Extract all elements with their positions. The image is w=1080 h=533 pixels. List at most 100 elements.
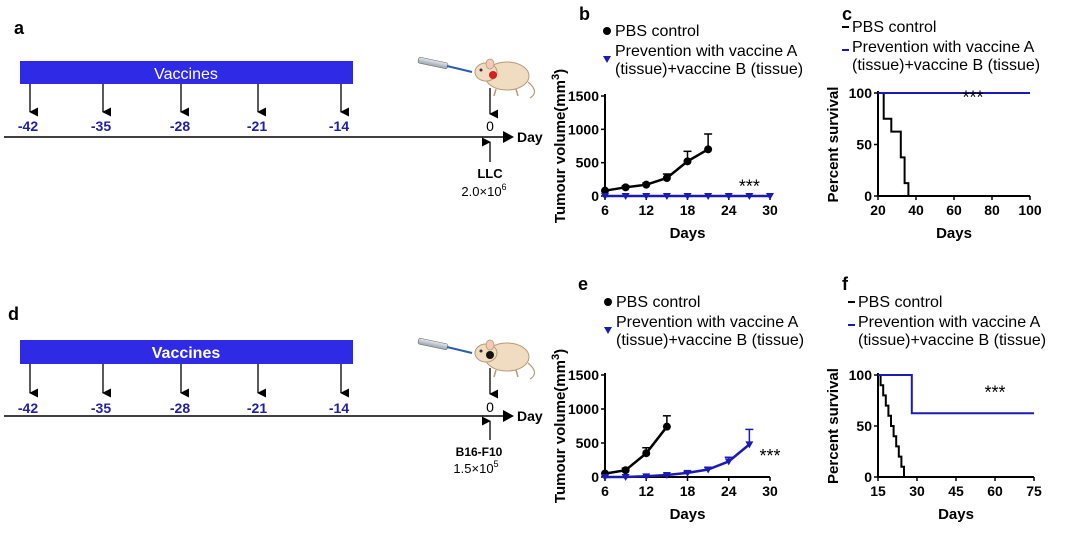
legend-label: (tissue)+vaccine B (tissue) — [852, 57, 1040, 74]
y-tick-label: 0 — [864, 469, 872, 485]
syringe-icon — [417, 57, 449, 69]
x-tick-label: 45 — [948, 483, 964, 499]
data-point-treated — [704, 466, 713, 474]
data-point-treated — [745, 193, 754, 200]
x-tick-label: 60 — [946, 202, 962, 218]
day-label: -14 — [329, 400, 349, 416]
y-tick-label: 500 — [576, 435, 600, 451]
legend-label: (tissue)+vaccine B (tissue) — [616, 332, 804, 349]
y-tick-label: 0 — [591, 469, 599, 485]
x-tick-label: 6 — [601, 483, 609, 499]
legend-label: Prevention with vaccine A — [616, 314, 799, 331]
chart-e-tumour-volume-b16: e PBS control Prevention with vaccine A(ti… — [550, 274, 804, 523]
data-point-treated — [704, 193, 713, 200]
tumour-spot — [489, 71, 497, 79]
x-tick-label: 18 — [680, 483, 696, 499]
cell-line-label: B16-F10 — [456, 445, 503, 459]
data-point-control — [662, 422, 671, 431]
vaccines-bar — [20, 61, 353, 84]
day-label: -28 — [170, 400, 190, 416]
data-point-control — [621, 183, 630, 192]
syringe-icon — [417, 338, 449, 350]
day-label: -14 — [329, 118, 349, 134]
data-point-treated — [766, 193, 774, 200]
y-tick-label: 1500 — [568, 367, 599, 383]
y-axis-title: Tumour volume(mm3) — [550, 349, 569, 503]
day-label: -35 — [91, 400, 111, 416]
chart-b-tumour-volume-llc: b PBS control Prevention with vaccine A(ti… — [550, 4, 803, 242]
y-axis-title: Percent survival — [825, 368, 842, 484]
data-point-treated — [745, 441, 754, 449]
vaccine-arrows — [29, 364, 350, 398]
x-tick-label: 40 — [908, 202, 924, 218]
data-point-treated — [683, 193, 692, 200]
data-point-treated — [662, 471, 671, 479]
significance-label: *** — [984, 382, 1005, 402]
x-tick-label: 60 — [987, 483, 1003, 499]
chart-f-survival-b16: f PBS control Prevention with vaccine A(ti… — [825, 274, 1046, 523]
survival-curve-control — [878, 92, 916, 197]
data-point-control — [704, 145, 713, 154]
y-axis-title: Tumour volume(mm3) — [550, 69, 569, 223]
x-tick-label: 12 — [638, 483, 654, 499]
panel-letter: f — [842, 274, 849, 294]
x-tick-label: 80 — [984, 202, 1000, 218]
data-point-control — [642, 180, 651, 189]
day-zero-label: 0 — [486, 118, 494, 134]
x-tick-label: 20 — [870, 202, 886, 218]
panel-letter: c — [842, 4, 852, 24]
vaccines-bar — [20, 340, 353, 364]
y-tick-label: 1000 — [568, 401, 599, 417]
y-tick-label: 0 — [591, 188, 599, 204]
cell-line-label: LLC — [477, 166, 503, 181]
data-point-treated — [642, 473, 651, 481]
panel-letter: a — [14, 18, 25, 38]
x-axis-title: Days — [938, 506, 974, 523]
x-tick-label: 75 — [1026, 483, 1042, 499]
vaccine-arrows — [29, 84, 350, 117]
series-line-control — [604, 425, 668, 475]
significance-label: *** — [739, 177, 760, 197]
day-label: -21 — [247, 118, 267, 134]
timeline-arrowhead — [503, 131, 514, 143]
panel-letter: b — [579, 4, 590, 24]
y-tick-label: 500 — [576, 155, 600, 171]
data-point-control — [621, 466, 630, 475]
day-label: -28 — [170, 118, 190, 134]
x-tick-label: 6 — [601, 202, 609, 218]
legend-label: Prevention with vaccine A — [852, 39, 1035, 56]
vaccines-bar-label: Vaccines — [152, 345, 221, 362]
data-point-treated — [642, 193, 651, 200]
x-tick-label: 12 — [638, 202, 654, 218]
survival-curve-control — [878, 374, 907, 478]
day-label: -42 — [18, 118, 38, 134]
legend-label: PBS control — [858, 294, 942, 311]
data-point-treated — [724, 193, 733, 200]
legend-marker-treated — [603, 56, 611, 63]
y-tick-label: 50 — [856, 418, 872, 434]
mouse-with-syringe-illustration — [417, 338, 536, 380]
day-label: -21 — [247, 400, 267, 416]
day-zero-label: 0 — [486, 399, 494, 415]
x-axis-title: Days — [936, 225, 972, 242]
legend-label: (tissue)+vaccine B (tissue) — [858, 332, 1046, 349]
timeline-panel-a: a Vaccines -42 -35 -28 -21 -14 Day 0 LLC… — [4, 18, 543, 199]
day-label: -35 — [91, 118, 111, 134]
x-tick-label: 100 — [1018, 202, 1042, 218]
x-tick-label: 24 — [721, 483, 737, 499]
x-axis-title: Days — [670, 225, 706, 242]
mouse-with-syringe-illustration — [417, 57, 536, 99]
significance-label: *** — [759, 446, 780, 466]
dose-label: 1.5×105 — [453, 459, 498, 476]
series-line-treated — [605, 443, 751, 479]
survival-curve-treated — [878, 374, 1034, 415]
data-point-treated — [683, 469, 692, 477]
data-point-control — [642, 449, 651, 458]
series-line-control — [604, 148, 709, 192]
legend-marker-control — [604, 298, 612, 306]
legend-marker-treated — [604, 327, 612, 334]
y-axis-title: Percent survival — [825, 87, 842, 203]
x-axis-title: Days — [670, 506, 706, 523]
